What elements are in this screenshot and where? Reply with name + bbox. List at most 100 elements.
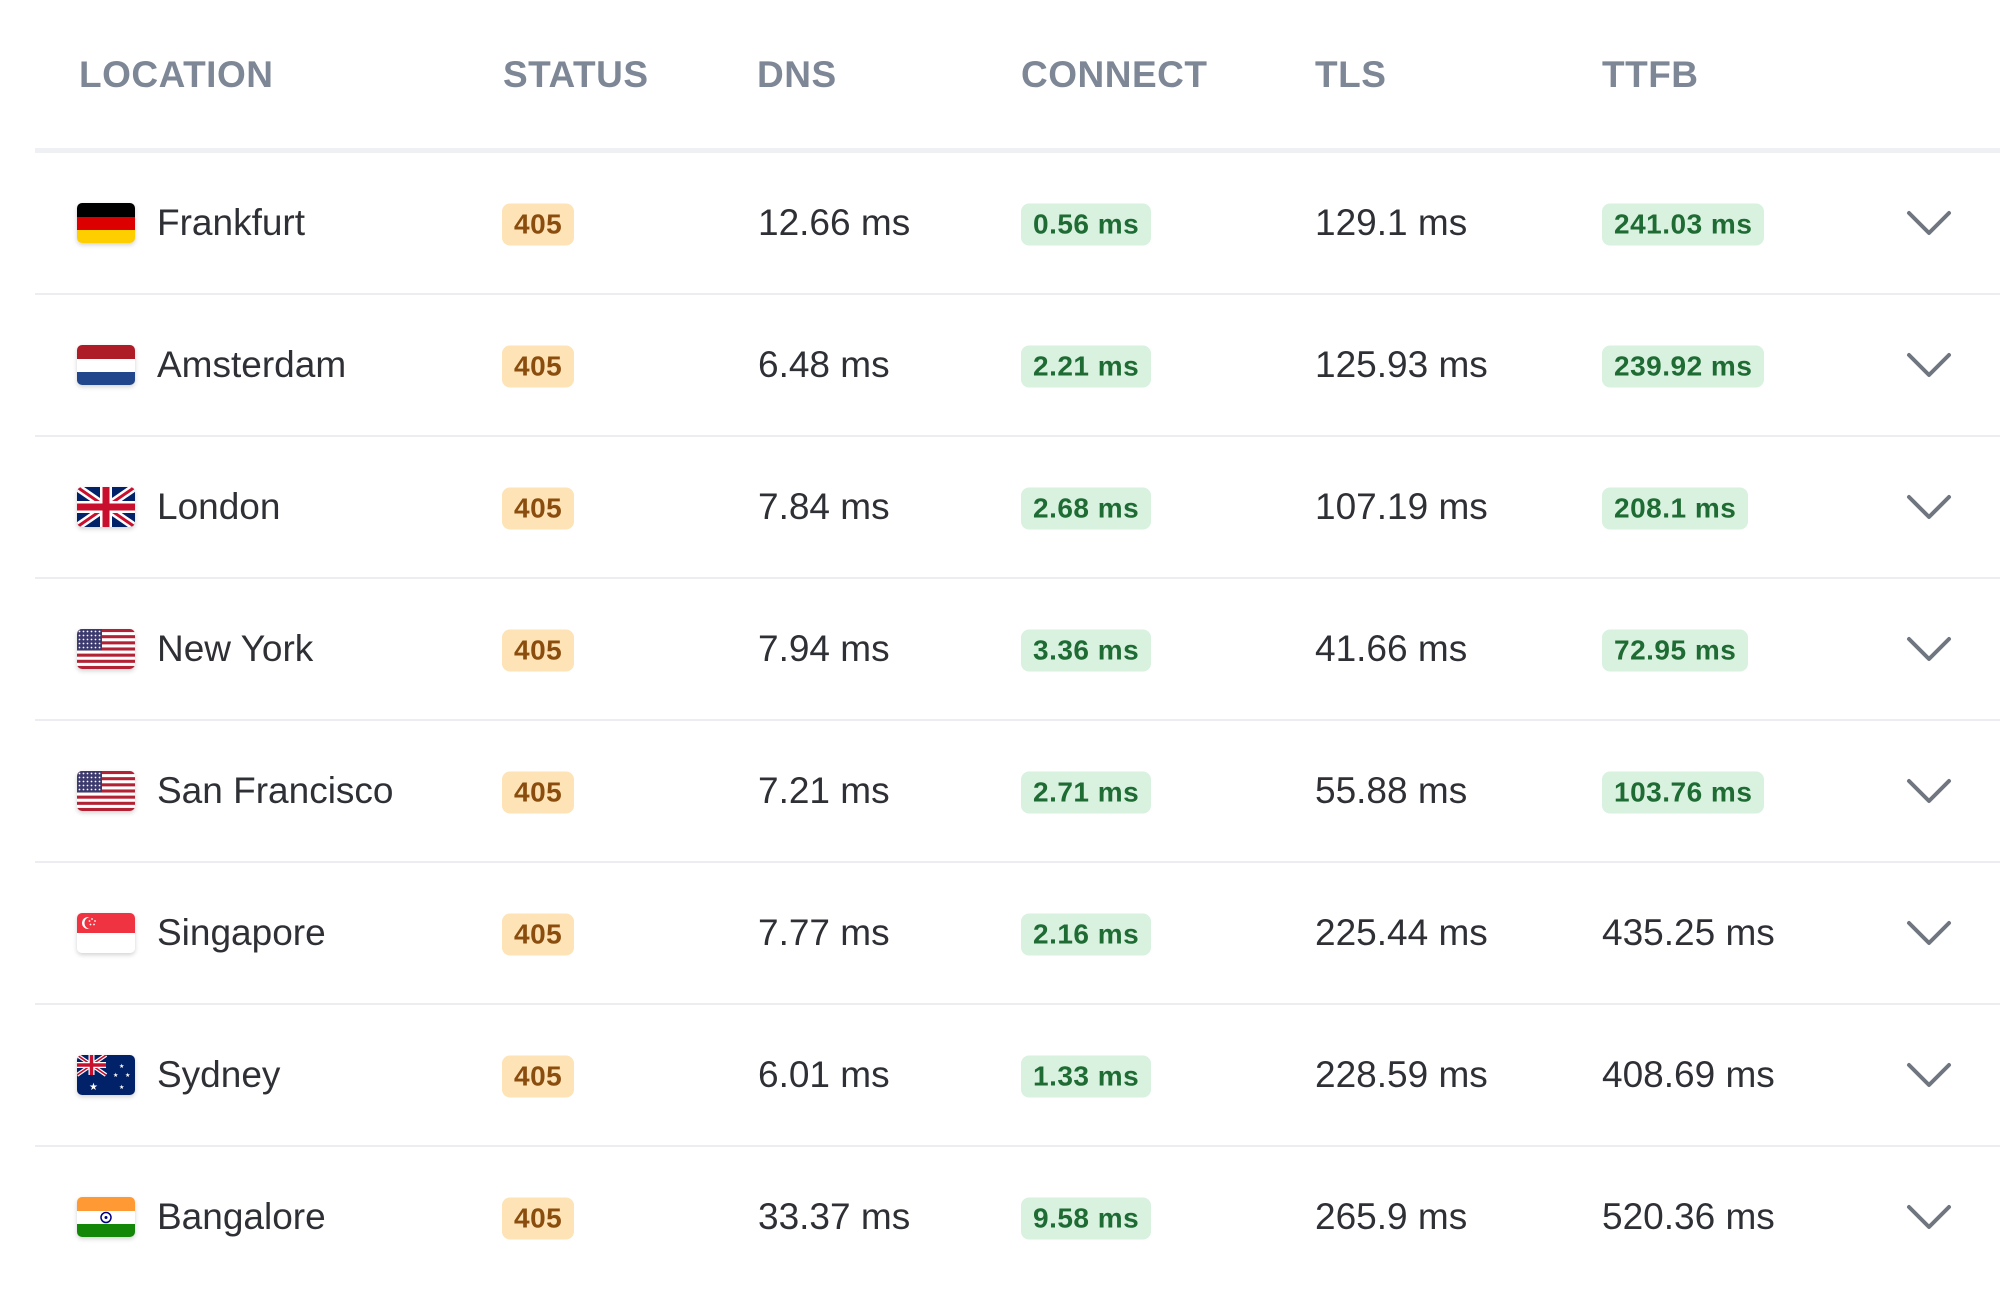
ttfb-value: 103.76 ms xyxy=(1602,771,1765,814)
connect-cell: 9.58 ms xyxy=(1021,1195,1152,1240)
expand-row-button[interactable] xyxy=(1905,350,1953,380)
connect-cell: 3.36 ms xyxy=(1021,627,1152,672)
svg-text:★: ★ xyxy=(89,1082,98,1093)
column-header-location[interactable]: LOCATION xyxy=(79,54,274,95)
chevron-down-icon xyxy=(1907,353,1951,377)
tls-value: 55.88 ms xyxy=(1315,770,1468,811)
ttfb-cell: 435.25 ms xyxy=(1602,912,1775,954)
location-name: London xyxy=(157,486,281,527)
chevron-down-icon xyxy=(1907,1205,1951,1229)
location-name: Bangalore xyxy=(157,1196,326,1237)
dns-value: 6.01 ms xyxy=(758,1054,890,1095)
status-badge: 405 xyxy=(502,345,575,388)
ttfb-value: 520.36 ms xyxy=(1602,1196,1775,1237)
location-name: New York xyxy=(157,628,314,669)
column-header-tls[interactable]: TLS xyxy=(1315,54,1387,95)
status-cell: 405 xyxy=(502,343,575,388)
ttfb-cell: 103.76 ms xyxy=(1602,769,1765,814)
status-cell: 405 xyxy=(502,911,575,956)
connect-value: 1.33 ms xyxy=(1021,1055,1152,1098)
table-row[interactable]: London 405 7.84 ms 2.68 ms 107.19 ms 208… xyxy=(35,437,2000,579)
location-cell: Frankfurt xyxy=(77,202,305,244)
chevron-down-icon xyxy=(1907,211,1951,235)
svg-text:★: ★ xyxy=(119,1063,124,1070)
ttfb-cell: 520.36 ms xyxy=(1602,1196,1775,1238)
dns-value: 7.84 ms xyxy=(758,486,890,527)
ttfb-value: 72.95 ms xyxy=(1602,629,1749,672)
ttfb-cell: 241.03 ms xyxy=(1602,201,1765,246)
column-header-ttfb[interactable]: TTFB xyxy=(1602,54,1699,95)
location-cell: Bangalore xyxy=(77,1196,326,1238)
location-cell: San Francisco xyxy=(77,770,394,812)
tls-value: 129.1 ms xyxy=(1315,202,1468,243)
connect-value: 2.68 ms xyxy=(1021,487,1152,530)
india-flag-icon xyxy=(77,1197,135,1237)
location-name: San Francisco xyxy=(157,770,394,811)
expand-row-button[interactable] xyxy=(1905,1202,1953,1232)
table-row[interactable]: San Francisco 405 7.21 ms 2.71 ms 55.88 … xyxy=(35,721,2000,863)
status-badge: 405 xyxy=(502,1197,575,1240)
ttfb-value: 435.25 ms xyxy=(1602,912,1775,953)
table-row[interactable]: Frankfurt 405 12.66 ms 0.56 ms 129.1 ms … xyxy=(35,153,2000,295)
table-header: LOCATION STATUS DNS CONNECT TLS TTFB xyxy=(35,0,2000,153)
status-badge: 405 xyxy=(502,913,575,956)
location-name: Frankfurt xyxy=(157,202,306,243)
location-cell: ★ ★ ★ ★ ★ Sydney xyxy=(77,1054,280,1096)
expand-row-button[interactable] xyxy=(1905,918,1953,948)
location-name: Singapore xyxy=(157,912,326,953)
tls-value: 225.44 ms xyxy=(1315,912,1488,953)
location-name: Amsterdam xyxy=(157,344,347,385)
chevron-down-icon xyxy=(1907,637,1951,661)
tls-value: 125.93 ms xyxy=(1315,344,1488,385)
column-header-status[interactable]: STATUS xyxy=(503,54,649,95)
chevron-down-icon xyxy=(1907,779,1951,803)
expand-row-button[interactable] xyxy=(1905,492,1953,522)
dns-value: 33.37 ms xyxy=(758,1196,911,1237)
expand-row-button[interactable] xyxy=(1905,634,1953,664)
table-row[interactable]: Bangalore 405 33.37 ms 9.58 ms 265.9 ms … xyxy=(35,1147,2000,1287)
status-badge: 405 xyxy=(502,771,575,814)
dns-value: 7.21 ms xyxy=(758,770,890,811)
status-badge: 405 xyxy=(502,487,575,530)
table-row[interactable]: Amsterdam 405 6.48 ms 2.21 ms 125.93 ms … xyxy=(35,295,2000,437)
expand-row-button[interactable] xyxy=(1905,776,1953,806)
ttfb-value: 408.69 ms xyxy=(1602,1054,1775,1095)
chevron-down-icon xyxy=(1907,1063,1951,1087)
column-header-dns[interactable]: DNS xyxy=(757,54,837,95)
ttfb-cell: 408.69 ms xyxy=(1602,1054,1775,1096)
chevron-down-icon xyxy=(1907,921,1951,945)
column-header-connect[interactable]: CONNECT xyxy=(1021,54,1208,95)
ttfb-value: 241.03 ms xyxy=(1602,203,1765,246)
connect-cell: 2.16 ms xyxy=(1021,911,1152,956)
dns-value: 6.48 ms xyxy=(758,344,890,385)
australia-flag-icon: ★ ★ ★ ★ ★ xyxy=(77,1055,135,1095)
germany-flag-icon xyxy=(77,203,135,243)
svg-text:★: ★ xyxy=(113,1072,118,1079)
location-cell: Amsterdam xyxy=(77,344,346,386)
status-badge: 405 xyxy=(502,1055,575,1098)
location-cell: New York xyxy=(77,628,313,670)
ttfb-cell: 239.92 ms xyxy=(1602,343,1765,388)
svg-text:★: ★ xyxy=(119,1084,124,1091)
status-cell: 405 xyxy=(502,485,575,530)
netherlands-flag-icon xyxy=(77,345,135,385)
location-cell: London xyxy=(77,486,280,528)
ttfb-cell: 208.1 ms xyxy=(1602,485,1749,530)
table-row[interactable]: New York 405 7.94 ms 3.36 ms 41.66 ms 72… xyxy=(35,579,2000,721)
tls-value: 107.19 ms xyxy=(1315,486,1488,527)
table-row[interactable]: Singapore 405 7.77 ms 2.16 ms 225.44 ms … xyxy=(35,863,2000,1005)
table-row[interactable]: ★ ★ ★ ★ ★ Sydney 405 6.01 ms 1.33 ms 228.59 … xyxy=(35,1005,2000,1147)
chevron-down-icon xyxy=(1907,495,1951,519)
singapore-flag-icon xyxy=(77,913,135,953)
tls-value: 228.59 ms xyxy=(1315,1054,1488,1095)
connect-cell: 2.68 ms xyxy=(1021,485,1152,530)
expand-row-button[interactable] xyxy=(1905,208,1953,238)
status-badge: 405 xyxy=(502,203,575,246)
ttfb-value: 239.92 ms xyxy=(1602,345,1765,388)
tls-value: 265.9 ms xyxy=(1315,1196,1468,1237)
dns-value: 12.66 ms xyxy=(758,202,911,243)
status-cell: 405 xyxy=(502,1053,575,1098)
connect-value: 2.16 ms xyxy=(1021,913,1152,956)
usa-flag-icon xyxy=(77,629,135,669)
expand-row-button[interactable] xyxy=(1905,1060,1953,1090)
